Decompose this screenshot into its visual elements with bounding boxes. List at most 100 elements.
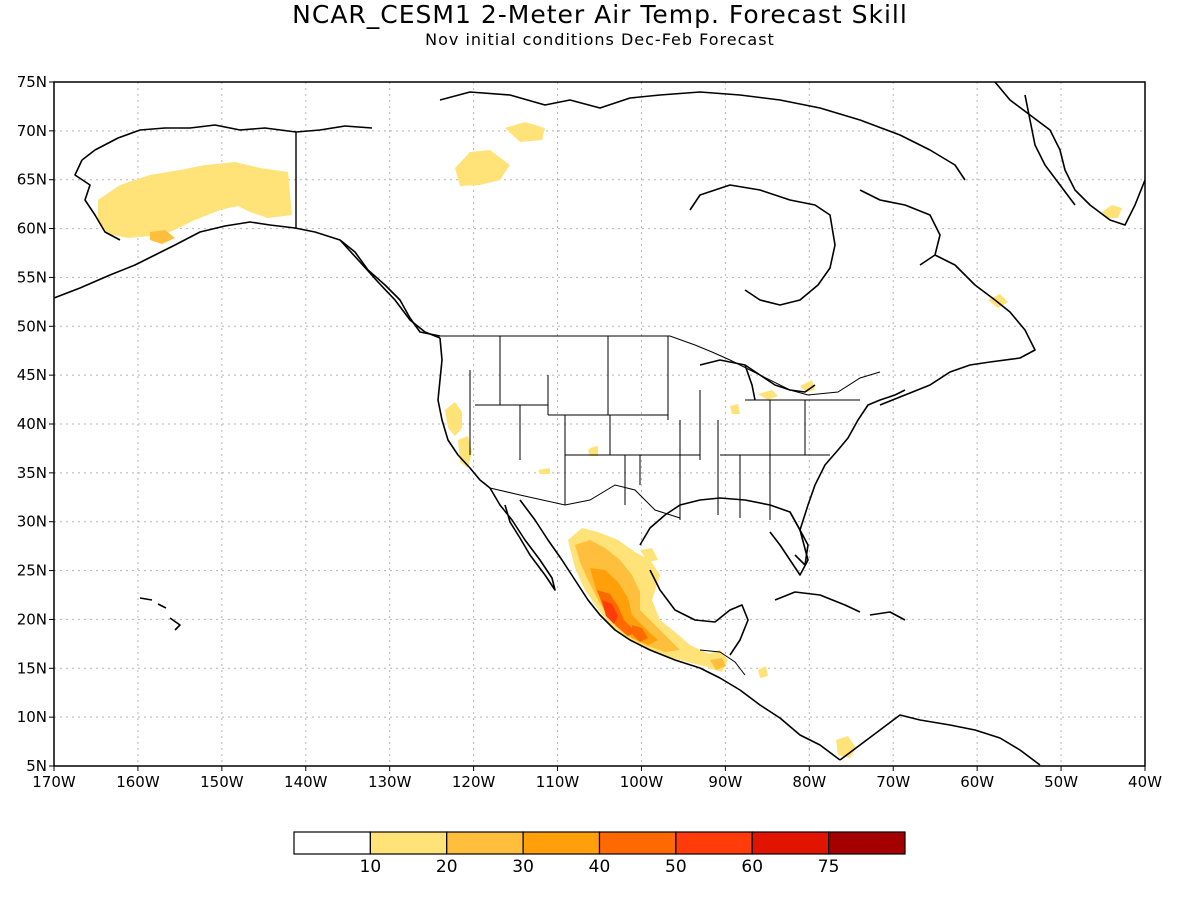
- shade-alaska: [98, 162, 292, 238]
- shade-arctic-2: [505, 122, 545, 142]
- shade-california: [445, 402, 462, 436]
- lon-tick-label: 100W: [620, 773, 664, 791]
- border-guatemala: [699, 649, 746, 676]
- lon-tick-label: 50W: [1044, 773, 1078, 791]
- gridlines: [54, 82, 1145, 766]
- colorbar: [293, 831, 906, 855]
- colorbar-swatch: [293, 831, 371, 855]
- shade-socal: [458, 436, 472, 468]
- colorbar-label: 75: [818, 857, 840, 877]
- colorbar-swatch: [598, 831, 677, 855]
- colorbar-swatch: [369, 831, 448, 855]
- colorbar-swatch: [522, 831, 601, 855]
- coast-south-america: [839, 714, 1041, 766]
- lon-tick-label: 90W: [708, 773, 742, 791]
- colorbar-swatch: [828, 831, 906, 855]
- shade-quebec: [800, 380, 815, 392]
- lat-tick-label: 45N: [17, 366, 47, 384]
- lat-tick-label: 30N: [17, 513, 47, 531]
- colorbar-swatch: [751, 831, 830, 855]
- colorbar-labels: 10 20 30 40 50 60 75: [360, 857, 840, 877]
- shade-great-lakes: [758, 390, 778, 400]
- lon-tick-label: 40W: [1128, 773, 1162, 791]
- shade-mexico-50: [602, 600, 618, 624]
- coast-labrador: [879, 254, 1036, 406]
- lon-tick-label: 140W: [284, 773, 328, 791]
- colorbar-label: 40: [589, 857, 611, 877]
- state-grid: [469, 336, 860, 520]
- shade-oaxaca-40: [632, 625, 648, 642]
- colorbar-label: 30: [512, 857, 534, 877]
- skill-shading: [98, 122, 1122, 758]
- coast-great-lakes: [699, 359, 816, 393]
- lon-tick-label: 160W: [116, 773, 160, 791]
- lat-tick-label: 60N: [17, 220, 47, 238]
- coast-cuba: [774, 591, 861, 613]
- lat-tick-label: 55N: [17, 268, 47, 286]
- coast-lake-michigan: [744, 364, 756, 401]
- border-us-mexico: [489, 484, 681, 519]
- lat-tick-label: 75N: [17, 73, 47, 91]
- colorbar-swatch: [446, 831, 524, 855]
- coast-alaska: [53, 221, 441, 337]
- shade-centralamerica: [758, 666, 768, 678]
- coast-hispaniola: [869, 611, 906, 621]
- coast-greenland-west: [1024, 94, 1076, 206]
- shade-colorado: [590, 446, 598, 454]
- longitude-labels: 170W 160W 150W 140W 130W 120W 110W 100W 90W 80W 70…: [32, 773, 1162, 791]
- map-subtitle: Nov initial conditions Dec-Feb Forecast: [425, 30, 775, 49]
- coast-alaska-north: [81, 124, 373, 161]
- coast-us-west: [437, 337, 491, 489]
- colorbar-label: 20: [436, 857, 458, 877]
- shade-alaska-tip: [150, 230, 175, 244]
- colorbar-label: 60: [741, 857, 763, 877]
- lon-tick-label: 80W: [792, 773, 826, 791]
- lon-tick-label: 60W: [960, 773, 994, 791]
- coast-alaska-west: [74, 159, 121, 241]
- coast-bc: [339, 239, 441, 339]
- lat-tick-label: 70N: [17, 122, 47, 140]
- lat-tick-label: 5N: [26, 757, 47, 775]
- lat-tick-label: 35N: [17, 464, 47, 482]
- lon-tick-label: 150W: [200, 773, 244, 791]
- lat-tick-label: 25N: [17, 562, 47, 580]
- coast-hudson-bay: [689, 184, 836, 306]
- latitude-labels: 75N 70N 65N 60N 55N 50N 45N 40N 35N 30N 25N 20N 15N 1…: [17, 73, 47, 775]
- coastlines: [53, 81, 1146, 766]
- border-us-canada: [440, 335, 881, 396]
- lon-tick-label: 110W: [536, 773, 580, 791]
- lon-tick-label: 120W: [452, 773, 496, 791]
- coast-baja: [489, 487, 556, 591]
- map-title: NCAR_CESM1 2-Meter Air Temp. Forecast Sk…: [292, 0, 908, 29]
- colorbar-label: 10: [360, 857, 382, 877]
- lat-tick-label: 40N: [17, 415, 47, 433]
- colorbar-label: 50: [665, 857, 687, 877]
- coast-greenland: [994, 81, 1146, 226]
- shade-gulf-coast: [640, 548, 658, 562]
- coast-arctic-islands: [439, 91, 966, 181]
- lon-tick-label: 130W: [368, 773, 412, 791]
- lat-tick-label: 50N: [17, 317, 47, 335]
- coast-hawaii: [139, 597, 181, 631]
- colorbar-swatch: [675, 831, 753, 855]
- coast-mexico-west: [519, 499, 841, 761]
- map-panel: [49, 81, 1146, 771]
- lat-tick-label: 65N: [17, 171, 47, 189]
- shade-arctic-1: [455, 150, 510, 186]
- shade-mexico-20: [575, 540, 680, 652]
- political-borders: [440, 335, 881, 676]
- coast-yucatan: [649, 569, 749, 656]
- shade-guatemala-20: [710, 658, 726, 670]
- tick-marks: [49, 81, 1146, 771]
- coast-us-east: [799, 389, 906, 531]
- lat-tick-label: 10N: [17, 708, 47, 726]
- shade-mexico-30: [590, 568, 658, 645]
- lat-tick-label: 20N: [17, 610, 47, 628]
- lon-tick-label: 70W: [876, 773, 910, 791]
- shade-arizona: [538, 468, 550, 474]
- lat-tick-label: 15N: [17, 659, 47, 677]
- lon-tick-label: 170W: [32, 773, 76, 791]
- shade-greenland: [1102, 205, 1122, 218]
- shade-ohio: [730, 404, 740, 414]
